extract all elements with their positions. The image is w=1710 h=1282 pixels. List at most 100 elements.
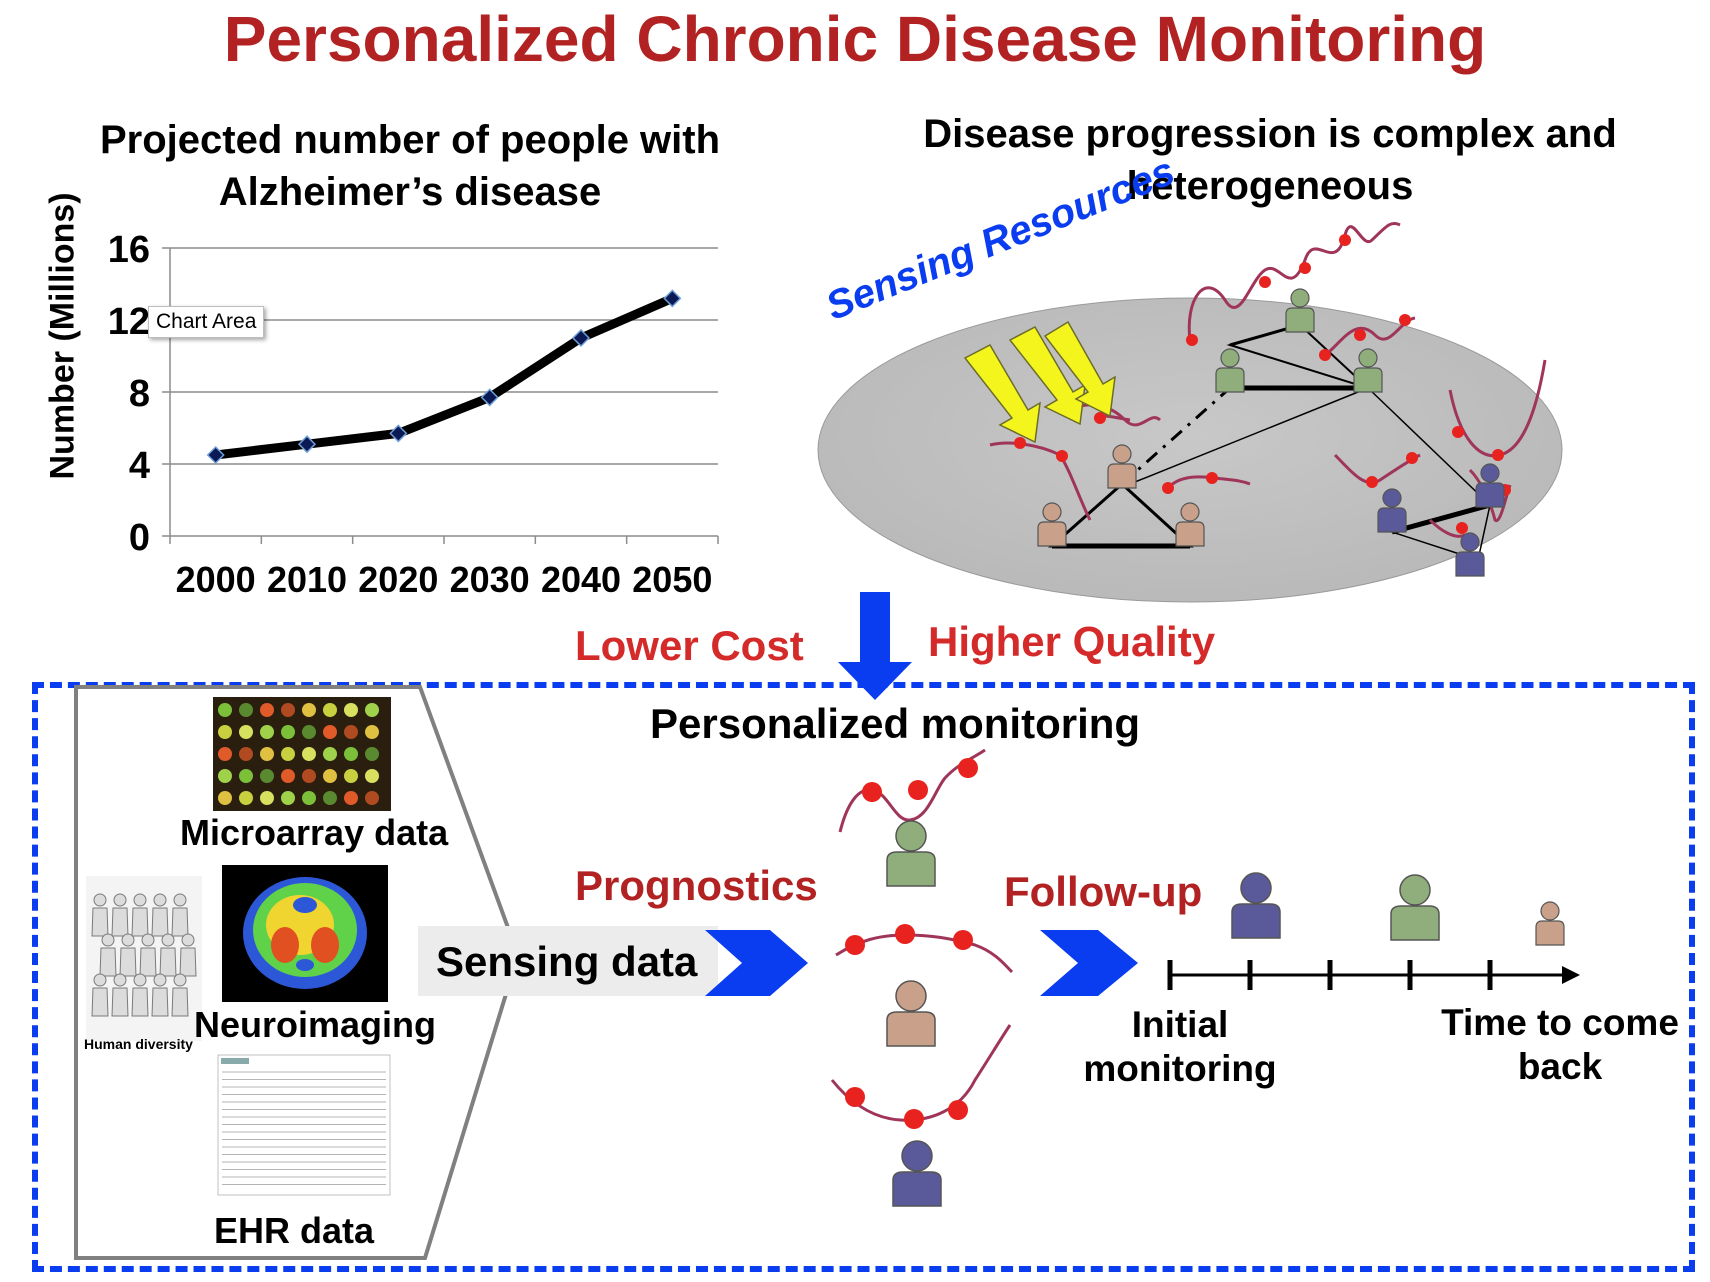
microarray-spot — [365, 791, 379, 805]
chart-area-tooltip: Chart Area — [148, 306, 265, 338]
microarray-spot — [302, 725, 316, 739]
y-tick-label: 12 — [108, 301, 150, 343]
crowd-figure — [179, 933, 197, 977]
prognostics-label: Prognostics — [575, 862, 818, 909]
neuroimaging-label: Neuroimaging — [194, 1004, 437, 1045]
personalized-monitoring-title: Personalized monitoring — [650, 700, 1141, 747]
crowd-figure — [111, 893, 129, 937]
microarray-spot — [344, 769, 358, 783]
microarray-spot — [323, 769, 337, 783]
microarray-spot — [344, 747, 358, 761]
neuroimaging-image — [222, 865, 388, 1002]
data-point — [571, 328, 591, 348]
microarray-spot — [239, 769, 253, 783]
microarray-spot — [365, 725, 379, 739]
initial-monitoring-line1: Initial — [1131, 1004, 1229, 1045]
data-point — [480, 388, 499, 407]
higher-quality-label: Higher Quality — [928, 618, 1216, 665]
microarray-spot — [260, 725, 274, 739]
microarray-spot — [365, 769, 379, 783]
x-tick-label: 2000 — [176, 559, 256, 600]
crowd-figure — [139, 933, 157, 977]
crowd-figure — [171, 973, 189, 1017]
microarray-spot — [323, 747, 337, 761]
microarray-label: Microarray data — [180, 812, 449, 853]
chart-title-line1: Projected number of people with — [99, 118, 721, 162]
microarray-spot — [281, 747, 295, 761]
data-point — [206, 445, 225, 465]
crowd-figure — [151, 973, 169, 1017]
microarray-spot — [365, 703, 379, 717]
human-diversity-label: Human diversity — [84, 1036, 193, 1052]
progression-dots — [1014, 234, 1511, 534]
microarray-spot — [344, 703, 358, 717]
lower-cost-label: Lower Cost — [575, 622, 804, 669]
crowd-figure — [119, 933, 137, 977]
data-point — [663, 289, 682, 308]
crowd-figure — [159, 933, 177, 977]
progression-title-line1: Disease progression is complex and — [923, 112, 1617, 156]
sensing-arrows — [963, 320, 1116, 444]
y-tick-label: 16 — [108, 229, 150, 271]
series-line — [215, 294, 675, 460]
progression-title-line2: heterogeneous — [1126, 164, 1414, 208]
microarray-spot — [365, 747, 379, 761]
microarray-image — [213, 697, 391, 811]
crowd-figure — [171, 893, 189, 937]
microarray-spot — [302, 791, 316, 805]
x-tick-label: 2040 — [541, 559, 621, 600]
y-tick-label: 8 — [129, 373, 150, 415]
page-title: Personalized Chronic Disease Monitoring — [223, 3, 1487, 75]
microarray-spot — [239, 725, 253, 739]
microarray-spot — [281, 703, 295, 717]
sensing-data-label: Sensing data — [436, 938, 698, 985]
microarray-spot — [323, 791, 337, 805]
human-diversity-image — [86, 876, 202, 1041]
personalized-monitoring-box — [32, 682, 1695, 1272]
chart-axes — [162, 247, 719, 544]
x-tick-label: 2050 — [632, 559, 712, 600]
y-tick-label: 0 — [129, 517, 150, 559]
chart-series — [206, 289, 682, 465]
crowd-figure — [91, 973, 109, 1017]
crowd-figure — [131, 893, 149, 937]
microarray-spot — [218, 769, 232, 783]
time-to-come-back-line2: back — [1517, 1046, 1603, 1087]
crowd-figure — [99, 933, 117, 977]
microarray-spot — [260, 769, 274, 783]
follow-up-label: Follow-up — [1004, 868, 1203, 915]
initial-monitoring-line2: monitoring — [1083, 1048, 1277, 1089]
microarray-spot — [302, 747, 316, 761]
microarray-spot — [218, 725, 232, 739]
time-to-come-back-line1: Time to come — [1441, 1002, 1679, 1043]
ehr-label: EHR data — [214, 1210, 375, 1251]
ehr-document-image — [217, 1054, 391, 1196]
microarray-spot — [281, 769, 295, 783]
microarray-spot — [218, 703, 232, 717]
microarray-spot — [239, 703, 253, 717]
follow-up-timeline — [1167, 960, 1580, 990]
crowd-figure — [151, 893, 169, 937]
microarray-spot — [302, 769, 316, 783]
x-tick-label: 2030 — [450, 559, 530, 600]
microarray-spot — [239, 791, 253, 805]
chart-title-line2: Alzheimer’s disease — [218, 170, 602, 214]
microarray-spot — [218, 791, 232, 805]
x-tick-label: 2010 — [267, 559, 347, 600]
microarray-spot — [281, 725, 295, 739]
y-tick-label: 4 — [129, 445, 150, 487]
crowd-figure — [111, 973, 129, 1017]
microarray-spot — [218, 747, 232, 761]
microarray-spot — [344, 791, 358, 805]
microarray-spot — [260, 747, 274, 761]
network-edges — [1048, 323, 1491, 561]
microarray-spot — [239, 747, 253, 761]
crowd-figure — [131, 973, 149, 1017]
follow-up-people — [1231, 872, 1565, 946]
